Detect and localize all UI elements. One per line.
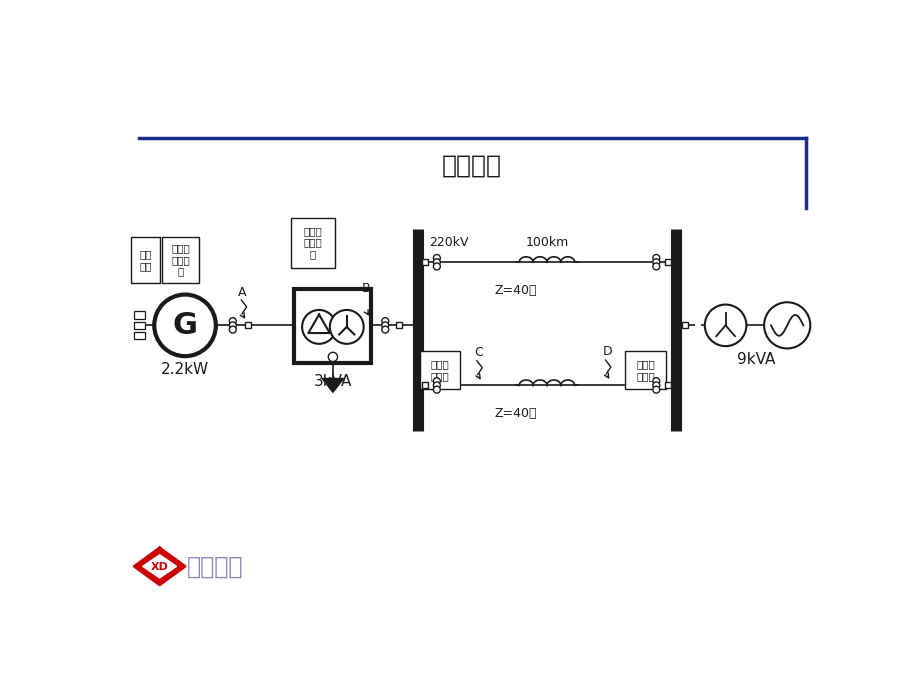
Bar xyxy=(664,382,670,388)
Polygon shape xyxy=(142,555,176,578)
Polygon shape xyxy=(322,379,344,393)
Bar xyxy=(419,351,460,389)
Text: 变压器
保护装
置: 变压器 保护装 置 xyxy=(303,226,322,259)
Bar xyxy=(244,322,251,328)
Circle shape xyxy=(229,317,236,324)
Text: 系统总图: 系统总图 xyxy=(441,153,501,177)
Text: Z=40欧: Z=40欧 xyxy=(494,407,537,420)
Text: 线路保
护装置: 线路保 护装置 xyxy=(635,359,654,381)
Bar xyxy=(422,382,428,388)
Text: D: D xyxy=(602,346,611,358)
Bar xyxy=(162,237,199,283)
Bar xyxy=(395,322,402,328)
Bar xyxy=(422,259,428,265)
Bar xyxy=(290,217,335,268)
Circle shape xyxy=(154,295,216,356)
Circle shape xyxy=(381,317,389,324)
Text: C: C xyxy=(473,346,482,359)
Bar xyxy=(134,311,145,319)
Polygon shape xyxy=(134,548,185,585)
Bar xyxy=(681,322,687,328)
Text: XD: XD xyxy=(151,562,168,572)
Circle shape xyxy=(229,322,236,329)
Text: 发电机
保护装
置: 发电机 保护装 置 xyxy=(171,244,189,277)
Bar xyxy=(625,351,664,389)
Circle shape xyxy=(652,386,659,393)
Circle shape xyxy=(433,255,440,262)
Circle shape xyxy=(301,310,335,344)
Circle shape xyxy=(652,263,659,270)
Bar xyxy=(134,331,145,339)
Circle shape xyxy=(433,386,440,393)
Text: Z=40欧: Z=40欧 xyxy=(494,284,537,297)
Circle shape xyxy=(652,259,659,266)
Bar xyxy=(131,237,160,283)
Text: B: B xyxy=(362,282,370,295)
Circle shape xyxy=(433,377,440,384)
Text: 同期
装置: 同期 装置 xyxy=(140,249,152,270)
Circle shape xyxy=(764,302,810,348)
Circle shape xyxy=(433,382,440,389)
Circle shape xyxy=(433,259,440,266)
Circle shape xyxy=(328,353,337,362)
Text: 2.2kW: 2.2kW xyxy=(161,362,209,377)
Text: 线路保
护装置: 线路保 护装置 xyxy=(430,359,448,381)
Circle shape xyxy=(381,326,389,333)
Text: 100km: 100km xyxy=(525,237,568,250)
Circle shape xyxy=(329,310,363,344)
Circle shape xyxy=(652,382,659,389)
Bar xyxy=(294,289,371,363)
Bar xyxy=(664,259,670,265)
Text: A: A xyxy=(238,286,246,299)
Text: G: G xyxy=(173,311,198,340)
Circle shape xyxy=(652,377,659,384)
Text: 3kVA: 3kVA xyxy=(313,374,352,389)
Circle shape xyxy=(433,263,440,270)
Circle shape xyxy=(704,304,745,346)
Text: 9kVA: 9kVA xyxy=(736,353,775,368)
Circle shape xyxy=(381,322,389,329)
Text: 许继电气: 许继电气 xyxy=(187,555,243,579)
Bar xyxy=(134,322,145,329)
Circle shape xyxy=(229,326,236,333)
Circle shape xyxy=(652,255,659,262)
Text: 220kV: 220kV xyxy=(428,237,468,250)
